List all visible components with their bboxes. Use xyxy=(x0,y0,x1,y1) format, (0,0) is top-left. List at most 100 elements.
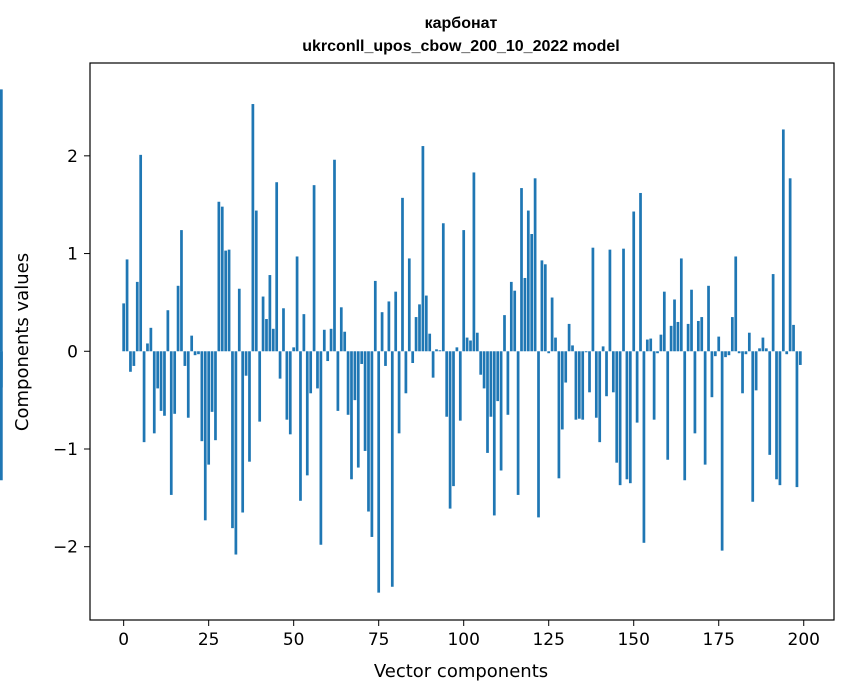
y-tick-label: 1 xyxy=(67,245,78,265)
bar-46 xyxy=(278,351,282,379)
bar-90 xyxy=(428,333,432,352)
bar-40 xyxy=(258,351,262,422)
bar-10 xyxy=(156,351,160,389)
bar-38 xyxy=(251,104,255,352)
bar-27 xyxy=(214,351,217,441)
bar-161 xyxy=(669,325,673,352)
bar-3 xyxy=(132,351,136,366)
bar-113 xyxy=(506,351,510,415)
bar-175 xyxy=(717,336,721,352)
bar-undefined xyxy=(0,351,3,481)
x-tick-label: 125 xyxy=(532,630,564,650)
bar-128 xyxy=(557,351,561,479)
bar-162 xyxy=(673,299,676,352)
bar-189 xyxy=(764,348,768,352)
bar-190 xyxy=(768,351,772,455)
bar-0 xyxy=(122,303,126,352)
bar-194 xyxy=(781,129,785,352)
y-tick-label: −2 xyxy=(53,538,78,558)
bar-11 xyxy=(159,351,163,411)
bar-96 xyxy=(448,351,452,509)
x-tick-label: 0 xyxy=(118,630,129,650)
bar-82 xyxy=(401,197,404,352)
bar-102 xyxy=(469,340,472,352)
bar-7 xyxy=(146,343,149,352)
bar-191 xyxy=(771,274,775,352)
bar-61 xyxy=(329,328,333,352)
bar-145 xyxy=(615,351,619,463)
bar-196 xyxy=(788,178,792,352)
bar-85 xyxy=(411,351,415,363)
y-tick-label: 2 xyxy=(67,147,78,167)
bar-143 xyxy=(608,249,612,352)
x-tick-label: 25 xyxy=(198,630,220,650)
bar-71 xyxy=(363,351,367,451)
bar-153 xyxy=(642,351,646,543)
bar-155 xyxy=(649,338,653,352)
bar-187 xyxy=(758,348,761,352)
bar-72 xyxy=(367,351,370,512)
bar-undefined xyxy=(0,89,3,352)
bar-19 xyxy=(186,351,190,418)
y-tick-label: −1 xyxy=(53,440,78,460)
bar-37 xyxy=(248,351,251,462)
bar-163 xyxy=(676,321,680,352)
bar-78 xyxy=(387,301,391,352)
bar-34 xyxy=(237,288,241,352)
bar-157 xyxy=(656,351,659,354)
bar-47 xyxy=(282,308,285,352)
bar-192 xyxy=(775,351,778,480)
bar-106 xyxy=(482,351,486,389)
bar-141 xyxy=(601,346,605,352)
bar-174 xyxy=(713,351,717,357)
bar-12 xyxy=(163,351,166,416)
bar-117 xyxy=(520,188,523,352)
bar-54 xyxy=(305,351,309,476)
y-tick-label: 0 xyxy=(67,342,78,362)
bar-76 xyxy=(380,312,384,352)
bar-193 xyxy=(778,351,782,486)
bar-60 xyxy=(326,351,330,362)
bar-74 xyxy=(373,280,377,352)
bar-93 xyxy=(438,350,442,352)
bar-114 xyxy=(509,281,513,352)
bar-197 xyxy=(792,324,795,352)
bar-32 xyxy=(231,351,234,529)
x-tick-label: 150 xyxy=(617,630,649,650)
bar-104 xyxy=(475,332,479,352)
bar-110 xyxy=(496,351,500,402)
bar-36 xyxy=(244,351,248,376)
bar-86 xyxy=(414,317,418,352)
bar-125 xyxy=(547,351,551,354)
bar-5 xyxy=(139,154,143,352)
bar-45 xyxy=(275,182,279,352)
bar-198 xyxy=(795,351,799,488)
bar-8 xyxy=(149,327,153,352)
bar-115 xyxy=(513,290,517,352)
bar-44 xyxy=(271,328,275,352)
bar-137 xyxy=(588,351,591,393)
bar-172 xyxy=(707,285,710,352)
bar-181 xyxy=(737,351,741,354)
bar-83 xyxy=(404,351,408,394)
bar-97 xyxy=(452,351,455,487)
bar-131 xyxy=(567,323,571,352)
bar-186 xyxy=(754,351,758,391)
bar-17 xyxy=(180,230,183,352)
bar-57 xyxy=(316,351,319,389)
bar-152 xyxy=(639,192,642,352)
bar-118 xyxy=(523,277,527,352)
bar-88 xyxy=(421,146,425,352)
bar-94 xyxy=(441,223,445,352)
bar-127 xyxy=(554,337,557,352)
bar-156 xyxy=(652,351,656,420)
bar-20 xyxy=(190,335,194,352)
bar-167 xyxy=(690,289,693,352)
bar-151 xyxy=(635,351,639,423)
bar-178 xyxy=(727,351,731,356)
bar-140 xyxy=(598,351,602,443)
bar-87 xyxy=(418,304,421,352)
bar-33 xyxy=(234,351,238,555)
bar-67 xyxy=(350,351,353,480)
